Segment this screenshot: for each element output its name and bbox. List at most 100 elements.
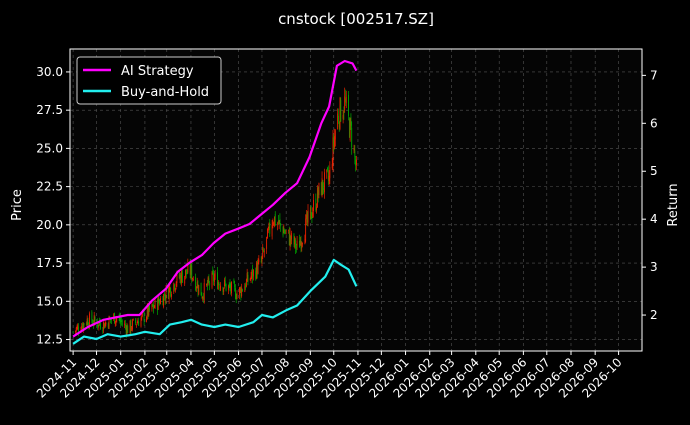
price-bar xyxy=(77,325,79,328)
price-bar xyxy=(198,284,200,295)
y2-ticks: 2 3 4 5 6 7 xyxy=(642,68,658,322)
price-bar xyxy=(282,227,284,236)
price-bar xyxy=(189,264,191,275)
plot-frame xyxy=(69,48,643,352)
price-bar xyxy=(345,98,346,102)
price-bar xyxy=(151,303,153,310)
price-bar xyxy=(190,265,192,275)
price-bar xyxy=(97,324,99,327)
price-bar xyxy=(72,331,74,333)
price-bar xyxy=(300,240,302,249)
price-bar xyxy=(246,273,248,282)
price-bar xyxy=(131,328,133,330)
price-bar xyxy=(132,320,133,330)
y-tick-label: 25.0 xyxy=(36,141,63,155)
grid-layer xyxy=(70,49,642,351)
price-bar xyxy=(247,274,249,282)
price-bar xyxy=(316,207,317,210)
price-bar xyxy=(104,322,106,328)
price-bar xyxy=(309,207,311,213)
price-bar xyxy=(261,256,263,262)
price-bar xyxy=(196,287,197,289)
price-bar xyxy=(274,214,276,226)
price-bar xyxy=(258,259,260,263)
price-bar xyxy=(141,314,143,318)
price-bar xyxy=(86,318,88,326)
price-bar xyxy=(273,223,275,225)
price-bar xyxy=(331,164,333,168)
price-bar xyxy=(75,328,77,332)
price-bar xyxy=(327,167,328,171)
price-bar xyxy=(299,240,301,246)
price-bar xyxy=(230,286,232,292)
price-bar xyxy=(268,223,270,229)
price-bar xyxy=(187,263,189,273)
price-bar xyxy=(125,326,127,334)
price-bar xyxy=(181,271,183,283)
price-bar xyxy=(87,319,89,326)
price-bar xyxy=(306,214,307,220)
price-bar xyxy=(289,233,291,246)
price-bar xyxy=(184,275,186,284)
price-bar xyxy=(136,322,138,325)
price-bar xyxy=(153,307,155,308)
price-bar xyxy=(255,270,257,279)
price-bar xyxy=(338,115,339,122)
price-bar xyxy=(353,148,355,151)
price-bar xyxy=(170,288,172,296)
price-bar xyxy=(266,236,268,249)
price-bar xyxy=(152,304,154,307)
price-bar xyxy=(207,277,209,285)
price-bar xyxy=(304,238,306,245)
price-bar xyxy=(93,315,95,324)
price-bar xyxy=(262,248,264,257)
price-bar xyxy=(305,218,307,242)
price-bar xyxy=(348,118,350,138)
price-bar xyxy=(263,250,264,252)
y2-tick-label: 5 xyxy=(650,164,658,178)
y-ticks: 12.5 15.0 17.5 20.0 22.5 25.0 27.5 30.0 xyxy=(36,65,70,347)
price-bar xyxy=(201,295,203,299)
price-bar xyxy=(296,240,298,246)
price-bar xyxy=(81,325,83,331)
y-axis-label: Price xyxy=(10,189,25,221)
price-bar xyxy=(171,294,172,297)
price-bar xyxy=(322,179,324,191)
legend-label-ai-strategy: AI Strategy xyxy=(121,64,194,79)
price-bar xyxy=(277,223,278,225)
price-bar xyxy=(179,274,181,279)
series-line-buy-and-hold xyxy=(72,258,358,345)
price-bar xyxy=(185,269,186,277)
y2-tick-label: 6 xyxy=(650,116,658,130)
price-bar xyxy=(165,287,167,299)
price-bar xyxy=(294,237,296,244)
y2-tick-label: 7 xyxy=(650,68,658,82)
price-bar xyxy=(110,319,112,320)
price-bar xyxy=(355,159,357,165)
price-bar xyxy=(206,282,208,287)
price-bar xyxy=(91,312,93,322)
y2-axis-label: Return xyxy=(666,183,681,226)
price-bar xyxy=(212,270,214,274)
price-bar xyxy=(334,130,336,140)
price-bar xyxy=(105,322,107,325)
price-bar xyxy=(94,316,96,321)
price-bar xyxy=(225,283,227,291)
y-tick-label: 20.0 xyxy=(36,218,63,232)
legend-box xyxy=(76,56,222,105)
price-bar xyxy=(203,283,205,301)
price-bar xyxy=(249,278,251,280)
price-bar xyxy=(174,288,176,291)
price-bar xyxy=(252,270,254,277)
price-bar xyxy=(236,293,238,299)
price-bar xyxy=(103,323,105,329)
y-tick-label: 22.5 xyxy=(36,180,63,194)
price-bar xyxy=(313,200,314,212)
price-bar xyxy=(96,321,98,327)
price-bar xyxy=(115,318,117,322)
price-bar xyxy=(228,284,230,285)
price-bar xyxy=(157,297,159,310)
price-bar xyxy=(178,273,180,279)
price-bar xyxy=(124,323,126,325)
price-bar xyxy=(239,287,241,290)
